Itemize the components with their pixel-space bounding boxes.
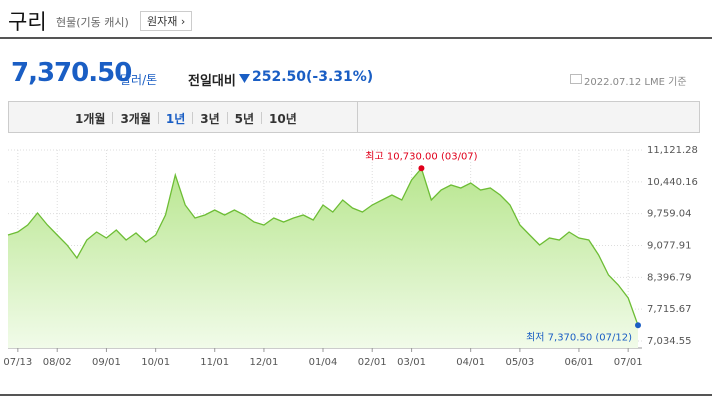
category-button[interactable]: 원자재 › [140, 11, 193, 31]
x-tick-label: 04/01 [456, 357, 485, 368]
divider [0, 37, 712, 39]
change-label: 전일대비 [188, 74, 236, 89]
y-tick-label: 11,121.28 [647, 145, 698, 156]
x-tick-label: 05/03 [505, 357, 534, 368]
down-icon [239, 74, 250, 83]
x-tick-label: 07/13 [3, 357, 32, 368]
x-tick-label: 08/02 [43, 357, 72, 368]
y-tick-label: 9,077.91 [647, 241, 692, 252]
y-tick-label: 8,396.79 [647, 272, 692, 283]
tab[interactable]: 5년 [234, 112, 255, 126]
x-tick-label: 01/04 [309, 357, 338, 368]
title: 구리 [8, 10, 47, 34]
high-label: 최고 10,730.00 (03/07) [365, 150, 477, 162]
x-tick-label: 02/01 [358, 357, 387, 368]
tab-separator [261, 112, 263, 124]
tab[interactable]: 10년 [269, 112, 297, 126]
y-tick-label: 7,034.55 [647, 336, 692, 347]
x-tick-label: 12/01 [250, 357, 279, 368]
chart: 11,121.28 10,440.16 9,759.04 9,077.91 8,396.… [3, 145, 698, 368]
x-tick-label: 09/01 [92, 357, 121, 368]
x-tick-label: 11/01 [200, 357, 229, 368]
low-label: 최저 7,370.50 (07/12) [526, 331, 632, 343]
change-rate: (-3.31%) [306, 69, 374, 85]
line [7, 166, 639, 326]
subtitle: 현물(기동 캐시) [56, 16, 129, 29]
price: 7,370.50 [11, 58, 132, 88]
area [8, 168, 638, 348]
bottom-divider [0, 394, 712, 396]
date-icon [570, 74, 582, 84]
y-tick-label: 7,715.67 [647, 304, 692, 315]
date: 2022.07.12 LME 기준 [584, 77, 687, 88]
tab-separator [112, 112, 114, 124]
y-tick-label: 10,440.16 [647, 177, 698, 188]
x-tick-label: 06/01 [565, 357, 594, 368]
high-marker [418, 165, 425, 172]
tabs: 1개월 3개월 1년 3년 5년 10년 [75, 110, 297, 127]
tab[interactable]: 3년 [200, 112, 220, 126]
tab-separator [192, 112, 194, 124]
x-tick-label: 10/01 [141, 357, 170, 368]
tab[interactable]: 3개월 [120, 112, 151, 126]
tab[interactable]: 1년 [165, 112, 186, 126]
low-marker [635, 322, 641, 329]
x-tick-label: 03/01 [397, 357, 426, 368]
unit: 달러/톤 [120, 73, 158, 87]
change: 252.50 [252, 69, 307, 85]
tab-bar: 1개월 3개월 1년 3년 5년 10년 [8, 101, 700, 133]
tab-separator [357, 102, 358, 132]
tab-separator [157, 112, 159, 124]
x-tick-label: 07/01 [614, 357, 643, 368]
tab-separator [226, 112, 228, 124]
tab[interactable]: 1개월 [75, 112, 106, 126]
y-tick-label: 9,759.04 [647, 209, 692, 220]
